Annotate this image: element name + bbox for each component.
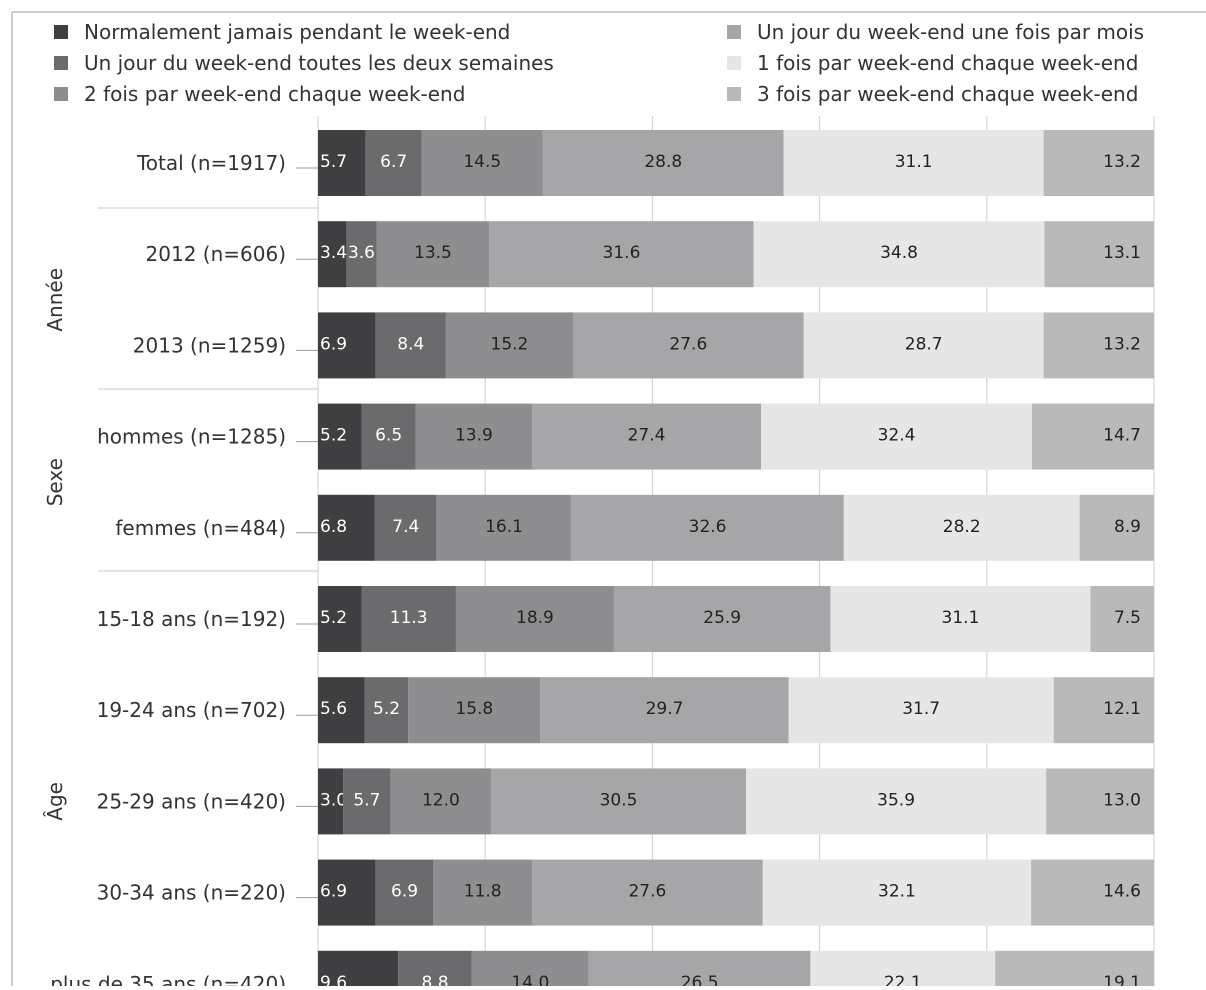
data-label: 13.1 <box>1103 243 1141 263</box>
data-label: 13.0 <box>1103 790 1141 810</box>
legend-label: Un jour du week-end une fois par mois <box>757 20 1144 44</box>
data-label: 34.8 <box>880 243 918 263</box>
data-label: 13.9 <box>455 426 493 446</box>
data-label: 31.7 <box>902 699 940 719</box>
data-label: 28.8 <box>644 152 682 172</box>
data-label: 16.1 <box>485 517 523 537</box>
data-label: 26.5 <box>681 973 719 986</box>
data-label: 14.0 <box>511 973 549 986</box>
data-label: 27.4 <box>628 426 666 446</box>
data-label: 18.9 <box>516 608 554 628</box>
data-label: 3.6 <box>348 243 375 263</box>
legend-label: Un jour du week-end toutes les deux sema… <box>84 51 554 75</box>
data-label: 5.2 <box>320 426 347 446</box>
data-label: 5.7 <box>320 152 347 172</box>
data-label: 6.9 <box>391 882 418 902</box>
data-label: 15.2 <box>491 334 529 354</box>
data-label: 7.5 <box>1114 608 1141 628</box>
legend-swatch <box>727 87 741 101</box>
data-label: 32.1 <box>878 882 916 902</box>
data-label: 27.6 <box>628 882 666 902</box>
category-label: 15-18 ans (n=192) <box>97 607 286 631</box>
group-label: Sexe <box>43 458 67 506</box>
category-label: 19-24 ans (n=702) <box>97 698 286 722</box>
data-label: 27.6 <box>669 334 707 354</box>
group-label: Âge <box>43 782 67 821</box>
category-label: 2013 (n=1259) <box>133 333 286 357</box>
data-label: 30.5 <box>600 790 638 810</box>
legend-label: Normalement jamais pendant le week-end <box>84 20 510 44</box>
data-label: 11.8 <box>464 882 502 902</box>
legend-swatch <box>54 25 68 39</box>
data-label: 3.4 <box>320 243 347 263</box>
data-label: 6.8 <box>320 517 347 537</box>
data-label: 14.7 <box>1103 426 1141 446</box>
data-label: 11.3 <box>390 608 428 628</box>
data-label: 13.2 <box>1103 152 1141 172</box>
data-label: 3.0 <box>320 790 347 810</box>
data-label: 32.6 <box>689 517 727 537</box>
data-label: 13.2 <box>1103 334 1141 354</box>
category-label: 2012 (n=606) <box>146 242 286 266</box>
data-label: 5.7 <box>353 790 380 810</box>
data-label: 6.9 <box>320 334 347 354</box>
data-label: 6.7 <box>380 152 407 172</box>
data-label: 12.0 <box>422 790 460 810</box>
data-label: 14.5 <box>463 152 501 172</box>
legend-label: 1 fois par week-end chaque week-end <box>757 51 1138 75</box>
data-label: 32.4 <box>878 426 916 446</box>
data-label: 12.1 <box>1103 699 1141 719</box>
data-label: 6.5 <box>375 426 402 446</box>
category-label: femmes (n=484) <box>115 516 286 540</box>
data-label: 6.9 <box>320 882 347 902</box>
legend-label: 3 fois par week-end chaque week-end <box>757 82 1138 106</box>
data-label: 5.2 <box>320 608 347 628</box>
legend-label: 2 fois par week-end chaque week-end <box>84 82 465 106</box>
data-label: 28.2 <box>943 517 981 537</box>
data-label: 19.1 <box>1103 973 1141 986</box>
data-label: 14.6 <box>1103 882 1141 902</box>
data-label: 28.7 <box>905 334 943 354</box>
data-label: 22.1 <box>884 973 922 986</box>
legend-swatch <box>54 87 68 101</box>
group-label: Année <box>43 268 67 332</box>
data-label: 7.4 <box>392 517 419 537</box>
data-label: 8.4 <box>397 334 424 354</box>
data-label: 15.8 <box>455 699 493 719</box>
legend-swatch <box>727 56 741 70</box>
data-label: 25.9 <box>703 608 741 628</box>
data-label: 35.9 <box>877 790 915 810</box>
data-label: 31.6 <box>603 243 641 263</box>
data-label: 31.1 <box>895 152 933 172</box>
data-label: 29.7 <box>646 699 684 719</box>
category-label: hommes (n=1285) <box>97 425 286 449</box>
category-label: plus de 35 ans (n=420) <box>50 972 286 986</box>
data-label: 31.1 <box>942 608 980 628</box>
data-label: 5.2 <box>373 699 400 719</box>
data-label: 8.9 <box>1114 517 1141 537</box>
data-label: 8.8 <box>422 973 449 986</box>
data-label: 5.6 <box>320 699 347 719</box>
category-label: Total (n=1917) <box>136 151 286 175</box>
legend-swatch <box>54 56 68 70</box>
data-label: 9.6 <box>320 973 347 986</box>
category-label: 30-34 ans (n=220) <box>97 881 286 905</box>
legend-swatch <box>727 25 741 39</box>
category-label: 25-29 ans (n=420) <box>97 789 286 813</box>
data-label: 13.5 <box>414 243 452 263</box>
